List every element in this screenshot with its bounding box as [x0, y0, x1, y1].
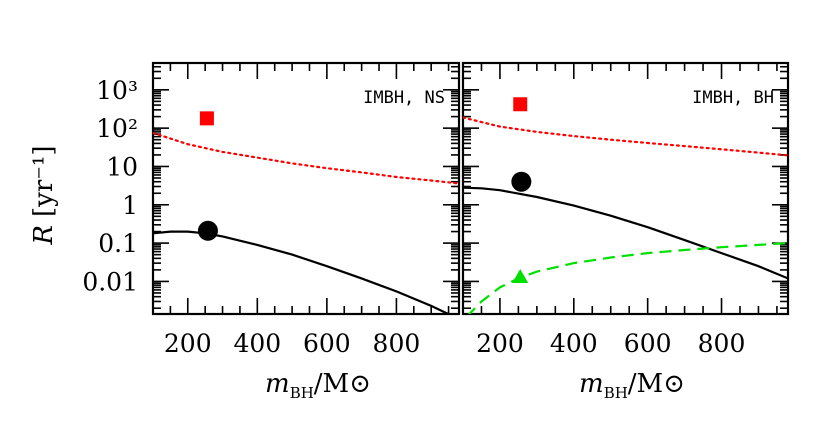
x-tick-label: 800 — [373, 329, 421, 358]
panel-label: IMBH, BH — [692, 88, 774, 108]
x-axis-label-left: mBH/M⊙ — [265, 369, 371, 402]
x-axis-unit-right: /M⊙ — [628, 369, 685, 399]
series-line-dotted-red — [463, 116, 788, 157]
marker-circle — [511, 171, 532, 192]
panel-imbh-ns: 200 400 600 800 IMBH, NS — [151, 61, 461, 358]
y-tick-label: 10² — [96, 114, 138, 143]
series-line-solid-black — [463, 186, 788, 280]
x-tick-label: 800 — [698, 329, 746, 358]
marker-square — [513, 97, 528, 112]
y-axis-unit: [yr⁻¹] — [29, 145, 59, 217]
y-tick-label: 1 — [122, 191, 138, 220]
y-tick-labels: 10³ 10² 10 1 0.1 0.01 — [82, 76, 138, 297]
x-tick-label: 200 — [164, 329, 212, 358]
x-axis-symbol-left: m — [265, 369, 290, 399]
y-axis-symbol: R — [29, 225, 59, 246]
x-axis-label-right: mBH/M⊙ — [579, 369, 685, 402]
x-axis-sub-left: BH — [290, 384, 314, 402]
x-axis-unit-left: /M⊙ — [314, 369, 371, 399]
x-axis-symbol-right: m — [579, 369, 604, 399]
y-tick-label: 10³ — [96, 76, 138, 105]
x-tick-label: 600 — [303, 329, 351, 358]
marker-square — [199, 111, 214, 126]
x-axis-sub-right: BH — [604, 384, 628, 402]
marker-circle — [197, 220, 218, 241]
x-tick-label: 400 — [550, 329, 598, 358]
y-tick-label: 0.1 — [98, 229, 138, 258]
x-tick-label: 400 — [233, 329, 281, 358]
x-tick-label: 200 — [476, 329, 524, 358]
x-tick-label: 600 — [624, 329, 672, 358]
series-line-dashed-green — [467, 242, 788, 314]
y-tick-label: 0.01 — [82, 267, 138, 296]
plot-frame — [151, 61, 461, 316]
y-axis-label: R [yr⁻¹] — [29, 145, 59, 245]
panel-label: IMBH, NS — [363, 88, 445, 108]
y-tick-label: 10 — [106, 152, 138, 181]
marker-triangle — [512, 269, 529, 284]
panel-imbh-bh: 200 400 600 800 IMBH, BH — [461, 61, 790, 358]
series-line-dotted-red — [153, 131, 459, 185]
series-line-solid-black — [153, 230, 450, 314]
